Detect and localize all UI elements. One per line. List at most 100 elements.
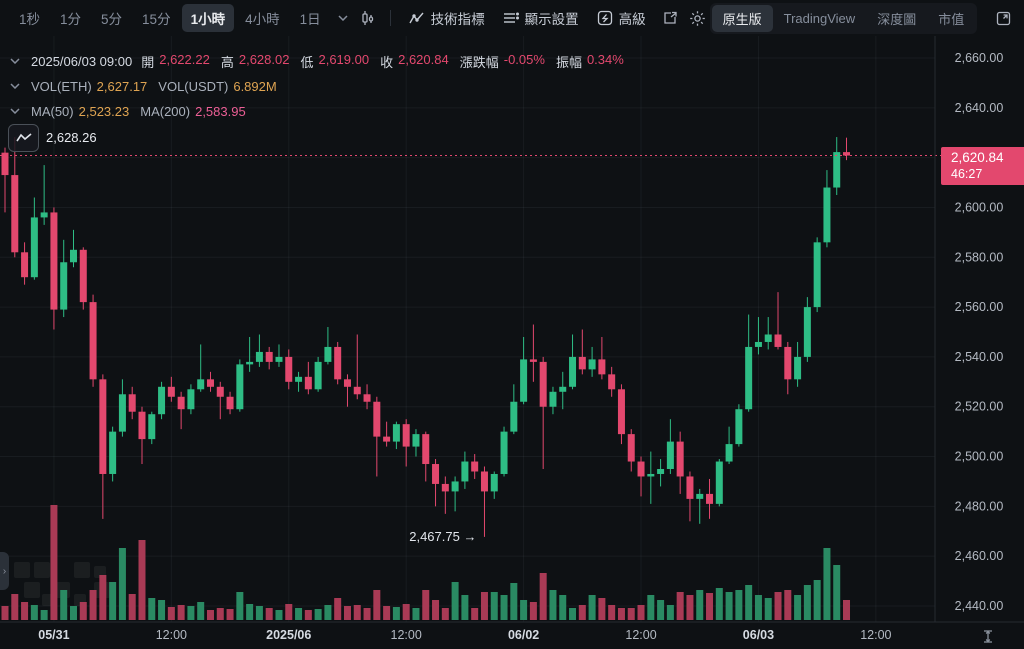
y-axis-label: 2,500.00 <box>955 450 1004 464</box>
tool-display-settings[interactable]: 顯示設置 <box>495 4 587 32</box>
ma-values: MA(50) 2,523.23 MA(200) 2,583.95 <box>31 104 246 119</box>
legend-label: VOL(ETH) <box>31 78 92 94</box>
display-settings-icon <box>503 11 519 25</box>
legend-label: 振幅 <box>555 54 582 70</box>
advanced-icon <box>597 10 613 26</box>
interval-tab[interactable]: 4小時 <box>245 12 280 27</box>
ohlc-legend-row: 2025/06/03 09:00 開 2,622.22 高 2,628.02 低 2,61… <box>10 52 624 71</box>
legend-value: 2,583.95 <box>195 103 246 119</box>
interval-tab[interactable]: 1日 <box>299 12 321 27</box>
legend-value: 2,622.22 <box>159 51 210 67</box>
legend-pair: 高 2,628.02 <box>221 52 290 71</box>
y-axis-label: 2,520.00 <box>955 400 1004 414</box>
view-tab[interactable]: 深度圖 <box>877 11 917 27</box>
interval-more-chevron-icon[interactable] <box>334 6 352 30</box>
collapse-chevron-icon[interactable] <box>10 58 22 64</box>
tool-indicator[interactable]: 技術指標 <box>401 4 493 32</box>
interval-tabs: 1秒 1分 5分 15分 1小時 4小時 1日 <box>10 4 330 32</box>
y-axis-label: 2,580.00 <box>955 250 1004 264</box>
x-axis-label: 06/02 <box>508 628 539 642</box>
visible-low-annotation: 2,467.75 → <box>409 528 477 544</box>
view-tab[interactable]: 市值 <box>938 11 965 27</box>
panel-expand-handle[interactable]: › <box>0 552 9 590</box>
legend-value: 2,619.00 <box>318 51 370 67</box>
legend-pair: VOL(USDT) 6.892M <box>158 79 276 94</box>
y-axis-label: 2,540.00 <box>955 350 1004 364</box>
legend-label: 開 <box>141 54 155 70</box>
toolbar-divider <box>389 10 391 26</box>
interval-tab[interactable]: 5分 <box>101 12 123 27</box>
legend-value: 2,523.23 <box>78 103 130 119</box>
volume-layer <box>1 505 851 620</box>
legend-pair: 振幅 0.34% <box>556 52 624 71</box>
y-axis-label: 2,640.00 <box>955 101 1004 115</box>
collapse-chevron-icon[interactable] <box>10 108 22 114</box>
price-scale-adjust-icon[interactable] <box>981 629 995 649</box>
legend-value: 2,620.84 <box>398 51 449 67</box>
legend-label: 收 <box>380 54 394 70</box>
legend-pair: 開 2,622.22 <box>141 52 210 71</box>
legend-value: 2,628.02 <box>238 51 290 67</box>
chart-view-tabs: 原生版 TradingView 深度圖 市值 <box>709 2 978 34</box>
legend-pair: 低 2,619.00 <box>300 52 369 71</box>
x-axis-label: 12:00 <box>156 628 187 642</box>
share-order-icon[interactable] <box>658 6 682 30</box>
legend-pair: 收 2,620.84 <box>380 52 449 71</box>
legend-pair: 漲跌幅 -0.05% <box>460 52 545 71</box>
interval-tab[interactable]: 15分 <box>142 12 171 27</box>
trendline-tool-icon[interactable] <box>8 123 39 152</box>
legend-value: 0.34% <box>586 51 624 67</box>
y-axis-label: 2,440.00 <box>955 599 1004 613</box>
chart-type-candlestick-icon[interactable] <box>356 6 380 30</box>
candle-countdown: 46:27 <box>951 166 983 181</box>
chart-toolbar: 1秒 1分 5分 15分 1小時 4小時 1日 技術指標 顯示設置 高級 <box>0 0 1024 36</box>
last-price-badge: 2,620.84 46:27 <box>941 146 1024 185</box>
x-axis-label: 12:00 <box>625 628 656 642</box>
legend-label: MA(50) <box>31 103 74 119</box>
chart-tools: 技術指標 顯示設置 高級 <box>401 4 654 32</box>
volume-legend-row: VOL(ETH) 2,627.17 VOL(USDT) 6.892M <box>10 78 277 94</box>
collapse-chevron-icon[interactable] <box>10 83 22 89</box>
interval-tab[interactable]: 1小時 <box>181 4 235 32</box>
x-axis-label: 06/03 <box>743 628 774 642</box>
ohlc-values: 開 2,622.22 高 2,628.02 低 2,619.00 收 2,620.84 漲跌幅 -… <box>141 52 624 71</box>
settings-gear-icon[interactable] <box>686 6 710 30</box>
legend-pair: MA(200) 2,583.95 <box>140 104 245 119</box>
view-tab[interactable]: TradingView <box>783 10 856 26</box>
legend-label: 漲跌幅 <box>459 54 499 70</box>
view-tab[interactable]: 原生版 <box>711 4 773 32</box>
legend-label: 高 <box>220 54 234 70</box>
x-axis-label: 12:00 <box>860 628 891 642</box>
legend-label: MA(200) <box>140 103 191 119</box>
y-axis-label: 2,480.00 <box>955 499 1004 513</box>
candles-layer <box>1 137 851 537</box>
last-price: 2,620.84 <box>951 149 1004 165</box>
tool-label: 技術指標 <box>430 12 485 27</box>
y-axis-label: 2,600.00 <box>955 200 1004 214</box>
legend-pair: MA(50) 2,523.23 <box>31 104 129 119</box>
y-axis-label: 2,560.00 <box>955 300 1004 314</box>
legend-value: -0.05% <box>503 51 545 67</box>
axis-layer: 2,660.00 2,640.00 2,600.00 2,580.00 2,560.00… <box>0 36 1024 642</box>
legend-value: 2,627.17 <box>96 78 148 94</box>
legend-label: 低 <box>300 54 314 70</box>
x-axis-label: 05/31 <box>38 628 69 642</box>
tool-advanced[interactable]: 高級 <box>589 4 654 32</box>
visible-high-marker: 2,628.26 <box>8 123 97 152</box>
y-axis-label: 2,460.00 <box>955 549 1004 563</box>
fullscreen-icon[interactable] <box>991 6 1015 30</box>
ma-legend-row: MA(50) 2,523.23 MA(200) 2,583.95 <box>10 103 246 119</box>
interval-tab[interactable]: 1秒 <box>19 12 41 27</box>
chevron-right-icon: › <box>2 565 7 577</box>
x-axis-label: 12:00 <box>391 628 422 642</box>
legend-pair: VOL(ETH) 2,627.17 <box>31 79 147 94</box>
interval-tab[interactable]: 1分 <box>60 12 82 27</box>
legend-value: 6.892M <box>233 78 277 94</box>
legend-label: VOL(USDT) <box>158 78 229 94</box>
volume-values: VOL(ETH) 2,627.17 VOL(USDT) 6.892M <box>31 79 277 94</box>
candle-datetime: 2025/06/03 09:00 <box>31 53 133 69</box>
x-axis-label: 2025/06 <box>266 628 311 642</box>
y-axis-label: 2,660.00 <box>955 51 1004 65</box>
